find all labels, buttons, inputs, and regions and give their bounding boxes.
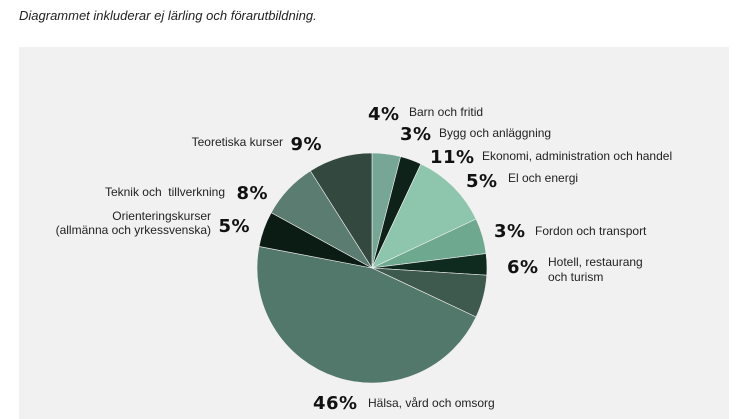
slice-percent-2: 11% xyxy=(430,147,475,168)
pie-slice-9 xyxy=(309,152,373,270)
slice-label-2: Ekonomi, administration och handel xyxy=(482,149,672,163)
slice-label-4: Fordon och transport xyxy=(535,224,647,238)
slice-percent-8: 8% xyxy=(236,183,268,204)
slice-percent-0: 4% xyxy=(368,104,400,125)
slice-label-1: Bygg och anläggning xyxy=(439,126,551,140)
slice-percent-1: 3% xyxy=(400,124,432,145)
slice-label-7-line-0: Orienteringskurser xyxy=(112,209,211,223)
slice-percent-9: 9% xyxy=(290,134,322,155)
pie-slice-2 xyxy=(371,163,477,269)
slice-percent-7: 5% xyxy=(218,216,250,237)
slice-percent-6: 46% xyxy=(313,393,358,414)
slice-percent-5: 6% xyxy=(507,257,539,278)
slice-label-5-line-0: Hotell, restaurang xyxy=(548,255,643,269)
slice-label-6: Hälsa, vård och omsorg xyxy=(368,396,495,410)
slice-percent-3: 5% xyxy=(466,171,498,192)
pie-labels: 4% Barn och fritid 3% Bygg och anläggning 11… xyxy=(56,104,673,414)
slice-label-9: Teoretiska kurser xyxy=(192,135,283,149)
slice-label-8: Teknik och tillverkning xyxy=(105,185,225,199)
slice-label-7-line-1: (allmänna och yrkessvenska) xyxy=(56,223,211,237)
slice-label-0: Barn och fritid xyxy=(409,105,483,119)
slice-percent-4: 3% xyxy=(494,221,526,242)
pie-slices xyxy=(256,152,488,384)
chart-caption: Diagrammet inkluderar ej lärling och för… xyxy=(19,8,317,23)
pie-slice-6 xyxy=(256,246,477,384)
slice-label-5-line-1: och turism xyxy=(548,270,603,284)
slice-label-3: El och energi xyxy=(508,171,578,185)
